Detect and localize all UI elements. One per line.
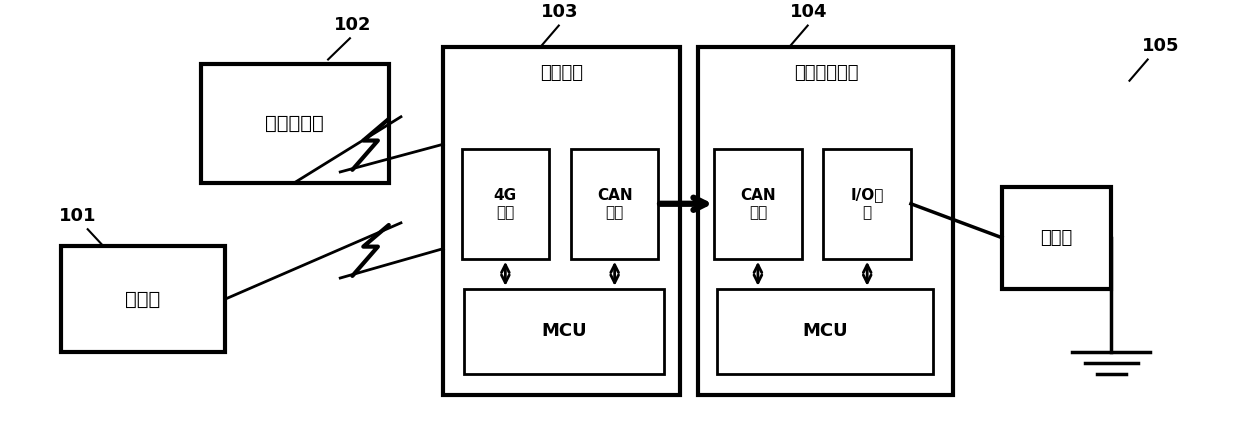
Bar <box>61 246 224 352</box>
Text: 氛围灯: 氛围灯 <box>1041 229 1073 247</box>
Bar <box>462 149 549 259</box>
Text: 101: 101 <box>58 207 97 225</box>
Text: CAN
接口: CAN 接口 <box>597 187 632 220</box>
Text: 105: 105 <box>1141 37 1180 55</box>
Text: MCU: MCU <box>802 322 847 340</box>
Bar <box>465 289 664 374</box>
Bar <box>1002 187 1111 289</box>
Text: 氛围灯控制器: 氛围灯控制器 <box>794 64 859 82</box>
Text: 4G
模块: 4G 模块 <box>494 187 517 220</box>
Text: MCU: MCU <box>541 322 587 340</box>
Text: CAN
接口: CAN 接口 <box>740 187 776 220</box>
Bar <box>571 149 658 259</box>
Text: 102: 102 <box>335 16 372 34</box>
Bar <box>201 64 389 183</box>
Bar <box>699 47 953 395</box>
Bar <box>824 149 911 259</box>
Text: 客户端: 客户端 <box>125 290 161 309</box>
Bar <box>714 149 802 259</box>
Bar <box>716 289 933 374</box>
Text: I/O接
口: I/O接 口 <box>850 187 883 220</box>
Text: 云端服务器: 云端服务器 <box>265 113 325 132</box>
Text: 车载终端: 车载终端 <box>540 64 584 82</box>
Bar <box>444 47 680 395</box>
Text: 103: 103 <box>540 3 579 21</box>
Text: 104: 104 <box>789 3 826 21</box>
